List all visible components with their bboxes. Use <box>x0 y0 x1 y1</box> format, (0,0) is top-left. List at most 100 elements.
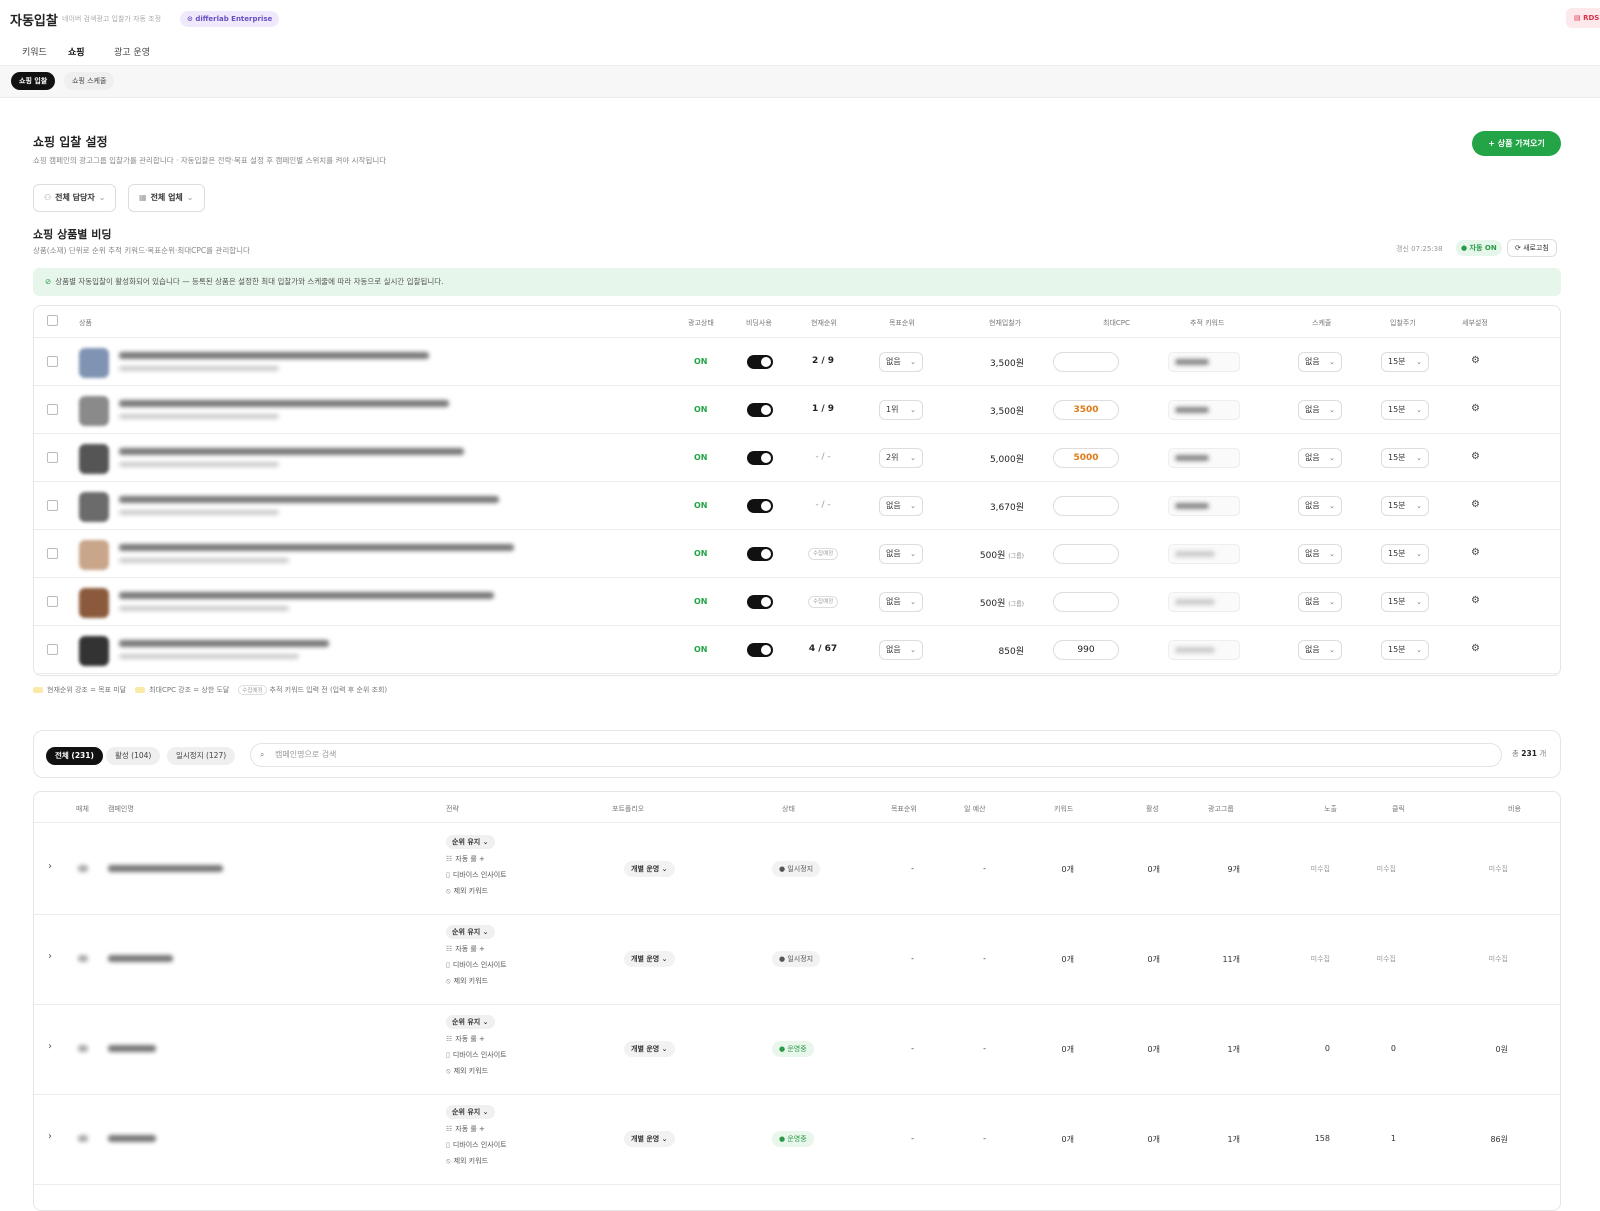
target-rank-select[interactable]: 없음 ⌄ <box>879 640 923 660</box>
tab-ad-operation[interactable]: 광고 운영 <box>114 48 150 58</box>
strategy-item[interactable]: ▯ 디바이스 인사이트 <box>446 1140 507 1150</box>
strategy-item[interactable]: ☷ 자동 룰 + <box>446 1124 507 1134</box>
strategy-select[interactable]: 순위 유지 ⌄ <box>446 1105 495 1119</box>
max-cpc-input[interactable] <box>1053 496 1119 516</box>
filter-all[interactable]: 전체 (231) <box>46 747 103 765</box>
tracking-keyword-input[interactable] <box>1168 544 1240 564</box>
row-checkbox[interactable] <box>47 596 58 607</box>
bidding-toggle[interactable] <box>747 547 773 561</box>
status-badge: ● 운영중 <box>772 1131 814 1147</box>
gear-icon[interactable]: ⚙ <box>1471 355 1480 366</box>
strategy-item[interactable]: ⦸ 제외 키워드 <box>446 976 507 986</box>
subtab-shopping-schedule[interactable]: 쇼핑 스케줄 <box>64 72 115 90</box>
bidding-toggle[interactable] <box>747 403 773 417</box>
strategy-select[interactable]: 순위 유지 ⌄ <box>446 835 495 849</box>
max-cpc-input[interactable]: 5000 <box>1053 448 1119 468</box>
schedule-select[interactable]: 없음 ⌄ <box>1298 592 1342 612</box>
max-cpc-input[interactable] <box>1053 592 1119 612</box>
bidding-toggle[interactable] <box>747 499 773 513</box>
bidding-toggle[interactable] <box>747 355 773 369</box>
tab-keyword[interactable]: 키워드 <box>22 48 47 58</box>
row-checkbox[interactable] <box>47 404 58 415</box>
chevron-right-icon[interactable]: › <box>48 861 52 872</box>
strategy-item[interactable]: ⦸ 제외 키워드 <box>446 886 507 896</box>
auto-bid-notice: ⊘ 상품별 자동입찰이 활성화되어 있습니다 — 등록된 상품은 설정한 최대 입… <box>33 268 1561 296</box>
filter-active[interactable]: 활성 (104) <box>106 747 161 765</box>
org-badge[interactable]: ⊙ differlab Enterprise <box>180 11 280 27</box>
target-rank-select[interactable]: 없음 ⌄ <box>879 352 923 372</box>
manager-filter[interactable]: ⚇ 전체 담당자 ⌄ <box>33 184 117 212</box>
max-cpc-input[interactable] <box>1053 544 1119 564</box>
tab-shopping[interactable]: 쇼핑 <box>68 45 85 68</box>
strategy-item[interactable]: ▯ 디바이스 인사이트 <box>446 870 507 880</box>
portfolio-select[interactable]: 개별 운영 ⌄ <box>624 1131 675 1147</box>
schedule-select[interactable]: 없음 ⌄ <box>1298 640 1342 660</box>
row-checkbox[interactable] <box>47 356 58 367</box>
schedule-select[interactable]: 없음 ⌄ <box>1298 496 1342 516</box>
chevron-right-icon[interactable]: › <box>48 951 52 962</box>
bid-cycle-select[interactable]: 15분 ⌄ <box>1381 592 1429 612</box>
portfolio-select[interactable]: 개별 운영 ⌄ <box>624 861 675 877</box>
gear-icon[interactable]: ⚙ <box>1471 499 1480 510</box>
strategy-select[interactable]: 순위 유지 ⌄ <box>446 925 495 939</box>
row-checkbox[interactable] <box>47 452 58 463</box>
schedule-select[interactable]: 없음 ⌄ <box>1298 400 1342 420</box>
max-cpc-input[interactable] <box>1053 352 1119 372</box>
tracking-keyword-input[interactable] <box>1168 352 1240 372</box>
tracking-keyword-input[interactable] <box>1168 496 1240 516</box>
target-rank-select[interactable]: 2위 ⌄ <box>879 448 923 468</box>
chevron-right-icon[interactable]: › <box>48 1131 52 1142</box>
bid-cycle-select[interactable]: 15분 ⌄ <box>1381 400 1429 420</box>
target-rank-select[interactable]: 1위 ⌄ <box>879 400 923 420</box>
strategy-item[interactable]: ☷ 자동 룰 + <box>446 1034 507 1044</box>
strategy-item[interactable]: ☷ 자동 룰 + <box>446 854 507 864</box>
strategy-item-label: 디바이스 인사이트 <box>452 1051 507 1059</box>
bid-cycle-select[interactable]: 15분 ⌄ <box>1381 352 1429 372</box>
db-badge[interactable]: ▤ RDS <box>1566 8 1600 28</box>
tracking-keyword-input[interactable] <box>1168 448 1240 468</box>
tracking-keyword-input[interactable] <box>1168 400 1240 420</box>
bidding-toggle[interactable] <box>747 451 773 465</box>
max-cpc-input[interactable]: 3500 <box>1053 400 1119 420</box>
row-checkbox[interactable] <box>47 500 58 511</box>
row-checkbox[interactable] <box>47 548 58 559</box>
select-all-checkbox[interactable] <box>47 315 58 326</box>
chevron-right-icon[interactable]: › <box>48 1041 52 1052</box>
strategy-item[interactable]: ☷ 자동 룰 + <box>446 944 507 954</box>
strategy-item[interactable]: ⦸ 제외 키워드 <box>446 1066 507 1076</box>
company-filter[interactable]: ▦ 전체 업체 ⌄ <box>128 184 205 212</box>
schedule-select[interactable]: 없음 ⌄ <box>1298 448 1342 468</box>
gear-icon[interactable]: ⚙ <box>1471 643 1480 654</box>
refresh-button[interactable]: ⟳ 새로고침 <box>1507 239 1557 257</box>
bid-cycle-select[interactable]: 15분 ⌄ <box>1381 496 1429 516</box>
strategy-item[interactable]: ⦸ 제외 키워드 <box>446 1156 507 1166</box>
gear-icon[interactable]: ⚙ <box>1471 451 1480 462</box>
bid-cycle-select[interactable]: 15분 ⌄ <box>1381 640 1429 660</box>
gear-icon[interactable]: ⚙ <box>1471 595 1480 606</box>
target-rank-select[interactable]: 없음 ⌄ <box>879 592 923 612</box>
device-icon: ▯ <box>446 871 450 879</box>
bid-cycle-select[interactable]: 15분 ⌄ <box>1381 544 1429 564</box>
bidding-toggle[interactable] <box>747 595 773 609</box>
gear-icon[interactable]: ⚙ <box>1471 547 1480 558</box>
strategy-item[interactable]: ▯ 디바이스 인사이트 <box>446 1050 507 1060</box>
strategy-item[interactable]: ▯ 디바이스 인사이트 <box>446 960 507 970</box>
bidding-toggle[interactable] <box>747 643 773 657</box>
filter-paused[interactable]: 일시정지 (127) <box>167 747 236 765</box>
import-products-button[interactable]: + 상품 가져오기 <box>1472 131 1561 156</box>
tracking-keyword-input[interactable] <box>1168 592 1240 612</box>
subtab-shopping-bid[interactable]: 쇼핑 입찰 <box>11 72 56 90</box>
target-rank-select[interactable]: 없음 ⌄ <box>879 544 923 564</box>
tracking-keyword-input[interactable] <box>1168 640 1240 660</box>
target-rank-select[interactable]: 없음 ⌄ <box>879 496 923 516</box>
schedule-select[interactable]: 없음 ⌄ <box>1298 544 1342 564</box>
portfolio-select[interactable]: 개별 운영 ⌄ <box>624 1041 675 1057</box>
bid-cycle-select[interactable]: 15분 ⌄ <box>1381 448 1429 468</box>
portfolio-select[interactable]: 개별 운영 ⌄ <box>624 951 675 967</box>
strategy-select[interactable]: 순위 유지 ⌄ <box>446 1015 495 1029</box>
row-checkbox[interactable] <box>47 644 58 655</box>
schedule-select[interactable]: 없음 ⌄ <box>1298 352 1342 372</box>
gear-icon[interactable]: ⚙ <box>1471 403 1480 414</box>
campaign-search-input[interactable]: ⌕ 캠페인명으로 검색 <box>250 743 1502 767</box>
max-cpc-input[interactable]: 990 <box>1053 640 1119 660</box>
